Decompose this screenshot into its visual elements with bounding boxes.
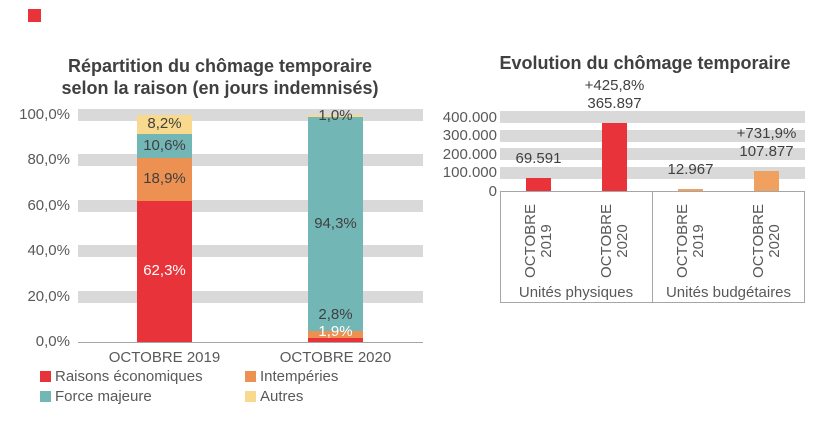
y-axis-tick-label: 100,0% xyxy=(19,106,70,123)
x-axis-category-label: OCTOBRE 2020 xyxy=(279,349,392,366)
gridline-band xyxy=(500,129,805,142)
bar-orange_light xyxy=(754,171,779,191)
group-label: Unités budgétaires xyxy=(665,284,792,301)
bar-segment-label: 8,2% xyxy=(147,115,182,133)
bar-segment-red xyxy=(137,200,192,342)
bar-value-label: 12.967 xyxy=(667,160,714,178)
bar-segment-yellow xyxy=(308,115,363,118)
category-text: OCTOBRE 2020 xyxy=(597,204,631,278)
bar-segment-label: 18,9% xyxy=(143,170,186,188)
bar-value-label: 69.591 xyxy=(515,150,562,168)
category-text: OCTOBRE 2019 xyxy=(521,204,555,278)
bar-value-label: 107.877 xyxy=(739,143,794,161)
gridline-band xyxy=(78,199,423,212)
gridline-band xyxy=(78,290,423,303)
category-axis-divider xyxy=(652,191,653,303)
legend-item: Force majeure xyxy=(40,387,152,405)
left-chart-title-line2: selon la raison (en jours indemnisés) xyxy=(61,78,379,98)
legend-label: Intempéries xyxy=(260,367,339,385)
x-axis-line xyxy=(78,342,423,343)
legend-item: Autres xyxy=(245,387,304,405)
category-text: OCTOBRE 2020 xyxy=(749,204,783,278)
bar-segment-teal xyxy=(308,117,363,332)
y-axis-tick-label: 200.000 xyxy=(442,145,497,163)
bar-segment-red xyxy=(308,337,363,342)
x-axis-category-label: OCTOBRE 2019 xyxy=(108,349,221,366)
legend-item: Raisons économiques xyxy=(40,367,203,385)
y-axis-tick-label: 80,0% xyxy=(27,151,70,169)
gridline-band xyxy=(78,245,423,258)
bar-segment-label: 62,3% xyxy=(143,262,186,280)
bar-segment-teal xyxy=(137,133,192,158)
y-axis-tick-label: 0,0% xyxy=(35,333,70,350)
right-chart-title: Evolution du chômage temporaire xyxy=(499,53,791,73)
bar-pct-label: +425,8% xyxy=(584,77,645,95)
legend-swatch-yellow xyxy=(245,390,256,402)
gridline-band xyxy=(78,154,423,167)
red-square-marker xyxy=(28,9,41,22)
y-axis-tick-label: 60,0% xyxy=(27,196,70,214)
y-axis-tick-label: 0 xyxy=(488,182,497,200)
bar-red xyxy=(602,123,627,191)
y-axis-tick-label: 100.000 xyxy=(442,164,497,181)
left-chart-title-line1: Répartition du chômage temporaire xyxy=(67,56,373,76)
bar-orange_light xyxy=(678,188,703,191)
bar-segment-label: 1,9% xyxy=(318,322,353,340)
y-axis-tick-label: 400.000 xyxy=(442,108,497,126)
legend-label: Force majeure xyxy=(55,387,152,405)
bar-segment-label: 1,0% xyxy=(318,107,353,125)
y-axis-tick-label: 40,0% xyxy=(27,242,70,260)
bar-segment-yellow xyxy=(137,115,192,134)
bar-pct-label: +731,9% xyxy=(736,125,797,143)
y-axis-tick-label: 300.000 xyxy=(442,127,497,144)
legend-swatch-red xyxy=(40,370,51,382)
gridline-band xyxy=(500,111,805,123)
legend-swatch-orange xyxy=(245,370,256,382)
gridline-band xyxy=(500,148,805,160)
x-axis-category-label-rotated: OCTOBRE 2020 xyxy=(598,197,632,285)
category-text: OCTOBRE 2019 xyxy=(673,204,707,278)
bar-segment-orange xyxy=(137,157,192,201)
x-axis-category-label-rotated: OCTOBRE 2019 xyxy=(674,197,708,285)
bar-segment-label: 10,6% xyxy=(143,136,186,154)
bar-value-label: 365.897 xyxy=(587,95,642,113)
x-axis-category-label-rotated: OCTOBRE 2019 xyxy=(522,197,556,285)
legend-item: Intempéries xyxy=(245,367,339,385)
bar-segment-label: 94,3% xyxy=(314,215,357,233)
legend-label: Raisons économiques xyxy=(55,367,203,385)
left-chart-title: Répartition du chômage temporaire selon … xyxy=(20,55,420,99)
legend-label: Autres xyxy=(260,387,304,405)
bar-segment-orange xyxy=(308,331,363,338)
legend-swatch-teal xyxy=(40,390,51,402)
group-label: Unités physiques xyxy=(518,284,634,301)
bar-red xyxy=(526,178,551,191)
y-axis-tick-label: 20,0% xyxy=(27,287,70,305)
x-axis-category-label-rotated: OCTOBRE 2020 xyxy=(750,197,784,285)
bar-segment-label: 2,8% xyxy=(318,305,353,323)
gridline-band xyxy=(500,166,805,179)
